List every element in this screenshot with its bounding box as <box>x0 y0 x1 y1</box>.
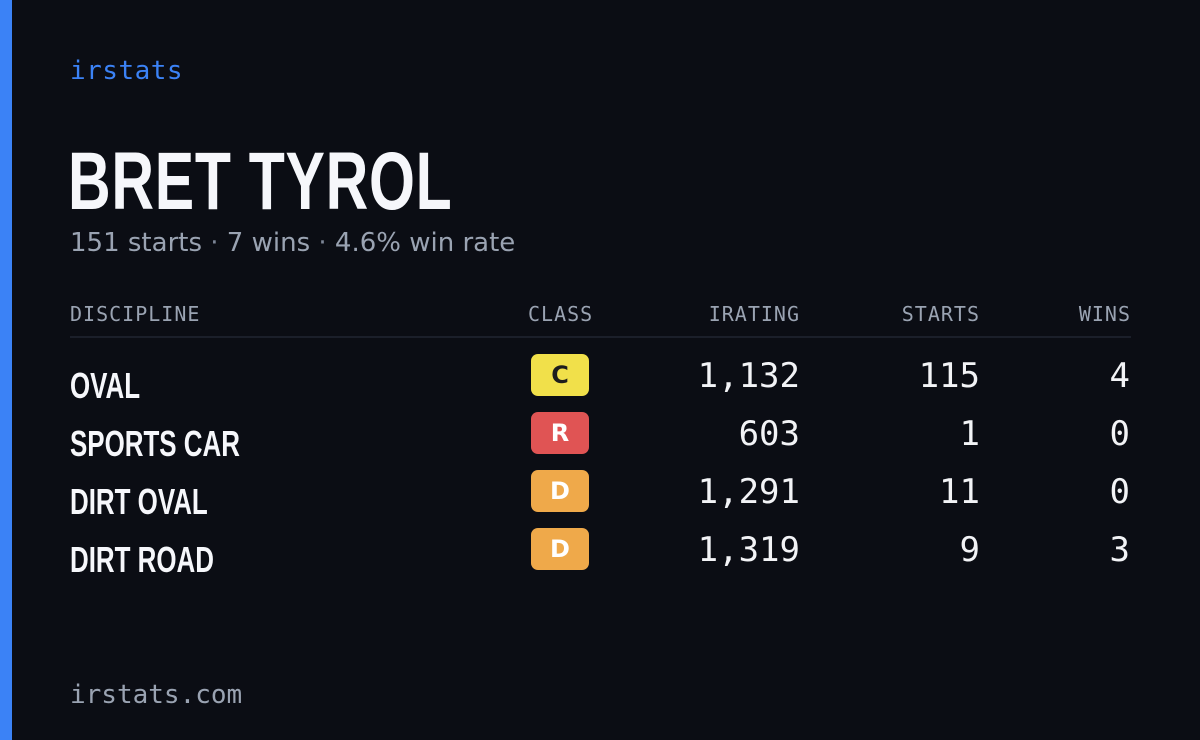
table-row: OVAL C 1,132 115 4 <box>70 354 1131 412</box>
summary-starts: 151 starts <box>70 228 202 258</box>
class-badge: R <box>531 412 589 454</box>
discipline-name: DIRT ROAD <box>70 539 214 580</box>
starts-value: 9 <box>959 530 980 570</box>
summary-separator: · <box>318 228 327 258</box>
class-badge: C <box>531 354 589 396</box>
header-irating: IRATING <box>708 302 800 326</box>
irating-value: 603 <box>738 414 800 454</box>
wins-value: 4 <box>1109 356 1130 396</box>
header-class: CLASS <box>528 302 594 326</box>
player-name: BRET TYROL <box>68 136 453 227</box>
header-starts: STARTS <box>901 302 980 326</box>
summary-wins: 7 wins <box>226 228 311 258</box>
irating-value: 1,132 <box>697 356 800 396</box>
table-row: DIRT OVAL D 1,291 11 0 <box>70 470 1131 528</box>
header-discipline: DISCIPLINE <box>70 302 201 326</box>
brand-logo-text: irstats <box>70 56 184 86</box>
starts-value: 115 <box>918 356 980 396</box>
starts-value: 1 <box>959 414 980 454</box>
discipline-name: DIRT OVAL <box>70 481 208 522</box>
class-badge: D <box>531 528 589 570</box>
summary-separator: · <box>210 228 219 258</box>
table-body: OVAL C 1,132 115 4 SPORTS CAR R 603 1 0 … <box>70 338 1131 586</box>
class-badge: D <box>531 470 589 512</box>
discipline-stats-table: DISCIPLINE CLASS IRATING STARTS WINS OVA… <box>70 296 1131 586</box>
irating-value: 1,319 <box>697 530 800 570</box>
wins-value: 3 <box>1109 530 1130 570</box>
table-row: SPORTS CAR R 603 1 0 <box>70 412 1131 470</box>
accent-bar <box>0 0 12 740</box>
summary-win-rate: 4.6% win rate <box>334 228 516 258</box>
discipline-name: OVAL <box>70 365 141 406</box>
header-wins: WINS <box>1078 302 1131 326</box>
discipline-name: SPORTS CAR <box>70 423 240 464</box>
career-summary: 151 starts · 7 wins · 4.6% win rate <box>70 228 515 258</box>
wins-value: 0 <box>1109 414 1130 454</box>
starts-value: 11 <box>939 472 980 512</box>
table-row: DIRT ROAD D 1,319 9 3 <box>70 528 1131 586</box>
wins-value: 0 <box>1109 472 1130 512</box>
table-header: DISCIPLINE CLASS IRATING STARTS WINS <box>70 296 1131 338</box>
footer-domain: irstats.com <box>70 680 243 710</box>
irating-value: 1,291 <box>697 472 800 512</box>
